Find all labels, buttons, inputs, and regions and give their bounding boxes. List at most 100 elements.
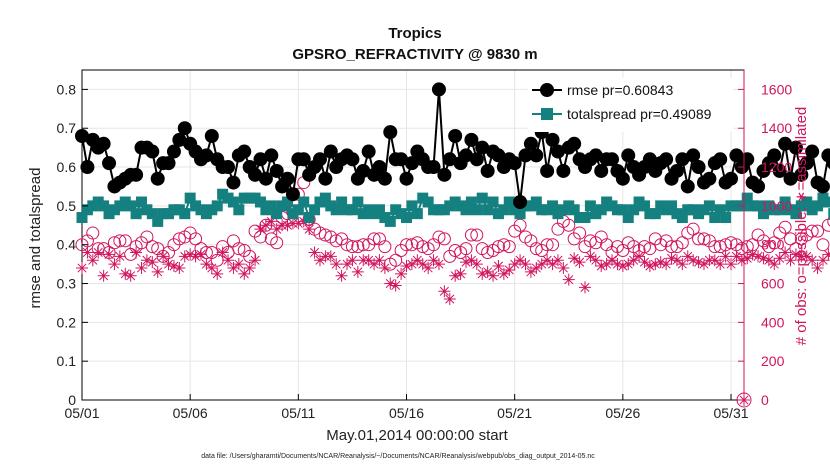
rmse-marker bbox=[772, 163, 787, 178]
assimilated-obs-marker bbox=[622, 258, 635, 271]
assimilated-obs-marker bbox=[773, 252, 786, 265]
assimilated-obs-marker bbox=[784, 254, 797, 267]
assimilated-obs-marker bbox=[551, 254, 564, 267]
assimilated-obs-marker bbox=[86, 254, 99, 267]
rmse-marker bbox=[150, 171, 165, 186]
assimilated-obs-marker bbox=[454, 267, 467, 280]
legend: rmse pr=0.60843 totalspread pr=0.49089 bbox=[528, 78, 733, 132]
possible-obs-marker bbox=[351, 240, 365, 254]
assimilated-obs-marker bbox=[292, 217, 305, 230]
assimilated-obs-marker bbox=[416, 258, 429, 271]
assimilated-obs-marker bbox=[303, 223, 316, 236]
totalspread-marker bbox=[125, 200, 137, 212]
assimilated-obs-marker bbox=[692, 256, 705, 269]
totalspread-marker bbox=[179, 208, 191, 220]
assimilated-obs-marker bbox=[741, 252, 754, 265]
assimilated-obs-marker bbox=[616, 260, 629, 273]
possible-obs-marker bbox=[697, 232, 711, 246]
assimilated-obs-marker bbox=[146, 256, 159, 269]
possible-obs-marker bbox=[464, 228, 478, 242]
possible-obs-marker bbox=[497, 238, 511, 252]
rmse-marker bbox=[659, 152, 674, 167]
rmse-marker bbox=[794, 167, 809, 182]
rmse-marker bbox=[778, 136, 793, 151]
y-tick-label: 0.6 bbox=[57, 159, 77, 175]
y-tick-label: 0.3 bbox=[57, 276, 77, 292]
assimilated-obs-marker bbox=[681, 250, 694, 263]
x-tick-label: 05/16 bbox=[389, 405, 424, 421]
assimilated-obs-marker bbox=[270, 223, 283, 236]
rmse-marker bbox=[161, 156, 176, 171]
rmse-marker bbox=[318, 171, 333, 186]
rmse-marker bbox=[102, 156, 117, 171]
possible-obs-marker bbox=[778, 220, 792, 234]
assimilated-obs-marker bbox=[108, 258, 121, 271]
assimilated-obs-marker bbox=[497, 267, 510, 280]
rmse-marker bbox=[702, 171, 717, 186]
rmse-marker bbox=[323, 144, 338, 159]
totalspread-marker bbox=[292, 204, 304, 216]
totalspread-marker bbox=[503, 196, 515, 208]
rmse-marker bbox=[356, 163, 371, 178]
chart-title: Tropics bbox=[388, 25, 441, 42]
rmse-marker bbox=[713, 152, 728, 167]
assimilated-obs-marker bbox=[470, 258, 483, 271]
totalspread-marker bbox=[227, 196, 239, 208]
possible-obs-marker bbox=[518, 230, 532, 244]
assimilated-obs-marker bbox=[449, 269, 462, 282]
possible-obs-marker bbox=[637, 240, 651, 254]
possible-obs-marker bbox=[118, 234, 132, 248]
possible-obs-marker bbox=[400, 238, 414, 252]
assimilated-obs-marker bbox=[238, 267, 251, 280]
possible-obs-marker bbox=[345, 240, 359, 254]
rmse-marker bbox=[399, 171, 414, 186]
rmse-marker bbox=[805, 144, 820, 159]
totalspread-marker bbox=[282, 196, 294, 208]
y-tick-label: 0.7 bbox=[57, 120, 77, 136]
rmse-marker bbox=[377, 171, 392, 186]
assimilated-obs-marker bbox=[752, 250, 765, 263]
possible-obs-marker bbox=[437, 232, 451, 246]
totalspread-marker bbox=[709, 212, 721, 224]
assimilated-obs-marker bbox=[389, 279, 402, 292]
assimilated-obs-marker bbox=[411, 254, 424, 267]
rmse-marker bbox=[621, 148, 636, 163]
totalspread-marker bbox=[465, 196, 477, 208]
assimilated-obs-marker bbox=[768, 258, 781, 271]
assimilated-obs-marker bbox=[762, 254, 775, 267]
possible-obs-marker bbox=[340, 238, 354, 252]
series-layer bbox=[75, 82, 830, 408]
totalspread-marker bbox=[812, 200, 824, 212]
assimilated-obs-marker bbox=[427, 254, 440, 267]
rmse-marker bbox=[269, 163, 284, 178]
totalspread-marker bbox=[265, 200, 277, 212]
rmse-marker bbox=[221, 160, 236, 175]
rmse-marker bbox=[821, 148, 830, 163]
possible-obs-marker bbox=[627, 240, 641, 254]
assimilated-obs-marker bbox=[654, 256, 667, 269]
possible-obs-marker bbox=[389, 253, 403, 267]
assimilated-obs-marker bbox=[708, 254, 721, 267]
legend-box bbox=[528, 78, 733, 132]
assimilated-obs-marker bbox=[633, 250, 646, 263]
rmse-marker bbox=[145, 144, 160, 159]
totalspread-marker bbox=[514, 208, 526, 220]
rmse-marker bbox=[431, 82, 446, 97]
totalspread-marker bbox=[271, 208, 283, 220]
assimilated-obs-marker bbox=[697, 258, 710, 271]
assimilated-obs-marker bbox=[346, 254, 359, 267]
assimilated-obs-marker bbox=[687, 254, 700, 267]
assimilated-obs-marker bbox=[735, 254, 748, 267]
assimilated-obs-marker bbox=[313, 254, 326, 267]
assimilated-obs-marker bbox=[665, 252, 678, 265]
assimilated-obs-marker bbox=[259, 219, 272, 232]
assimilated-obs-marker bbox=[341, 258, 354, 271]
y-tick-label: 0.5 bbox=[57, 198, 77, 214]
possible-obs-marker bbox=[86, 226, 100, 240]
totalspread-marker bbox=[649, 208, 661, 220]
assimilated-obs-marker bbox=[351, 265, 364, 278]
x-tick-label: 05/11 bbox=[281, 405, 315, 421]
totalspread-marker bbox=[622, 212, 634, 224]
possible-obs-marker bbox=[448, 244, 462, 258]
assimilated-obs-marker bbox=[249, 254, 262, 267]
